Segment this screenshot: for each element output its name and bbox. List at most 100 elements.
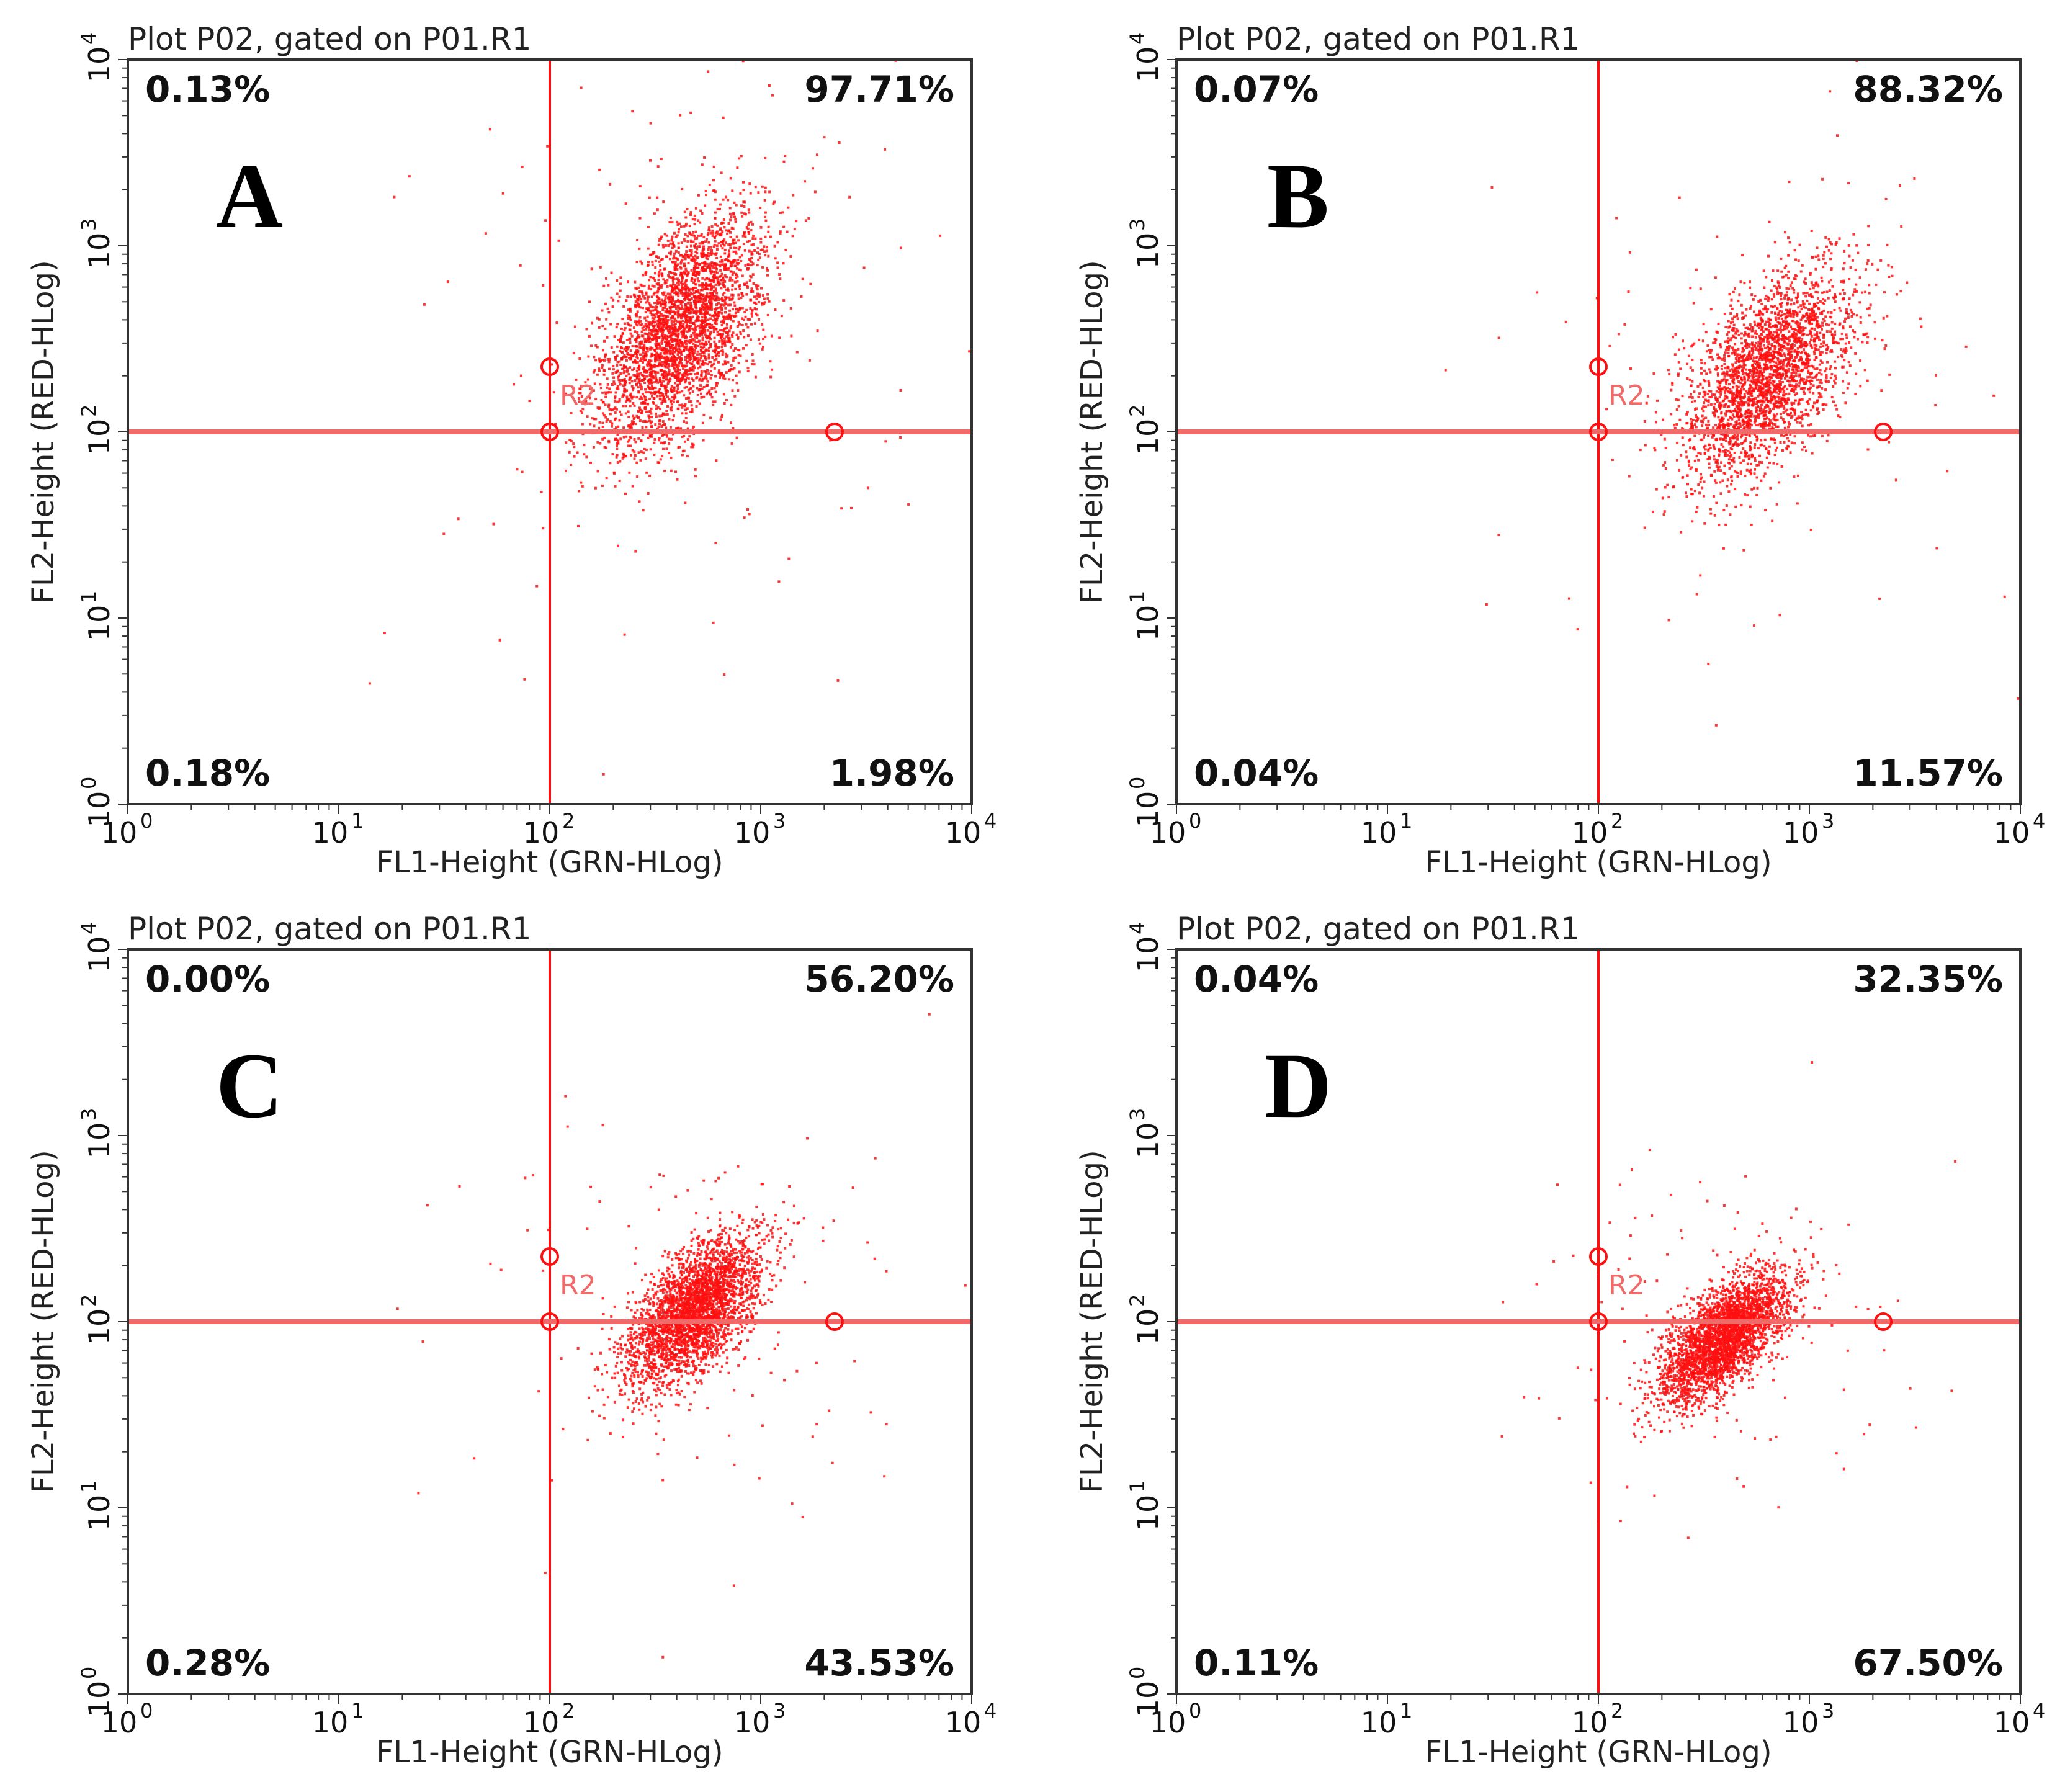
- scatter-point: [721, 353, 724, 356]
- scatter-point: [732, 379, 734, 382]
- scatter-point: [1813, 434, 1816, 437]
- scatter-point: [1741, 311, 1744, 315]
- scatter-point: [1733, 452, 1736, 454]
- scatter-point: [724, 311, 727, 314]
- scatter-point: [1755, 476, 1758, 479]
- scatter-point: [665, 327, 668, 330]
- scatter-point: [684, 303, 687, 307]
- scatter-point: [1776, 413, 1778, 416]
- scatter-point: [717, 296, 720, 299]
- scatter-point: [717, 307, 720, 310]
- scatter-point: [688, 249, 691, 252]
- scatter-point: [733, 315, 736, 318]
- scatter-point: [694, 287, 697, 289]
- scatter-point: [1768, 361, 1772, 364]
- scatter-point: [732, 242, 735, 245]
- scatter-point: [661, 373, 664, 376]
- gate-handle[interactable]: [540, 423, 559, 441]
- scatter-point: [1731, 363, 1734, 366]
- scatter-point: [620, 347, 623, 349]
- scatter-point: [663, 233, 666, 236]
- scatter-point: [656, 208, 659, 212]
- scatter-point: [616, 345, 619, 348]
- scatter-point: [1783, 405, 1785, 408]
- scatter-point: [647, 325, 650, 328]
- scatter-point: [696, 289, 699, 292]
- scatter-point: [1752, 367, 1755, 370]
- scatter-point: [647, 391, 650, 394]
- scatter-point: [680, 307, 683, 310]
- scatter-point: [654, 423, 657, 426]
- scatter-point: [1666, 483, 1669, 486]
- scatter-point: [652, 251, 655, 254]
- scatter-point: [712, 403, 715, 406]
- scatter-point: [683, 386, 686, 389]
- scatter-point: [676, 284, 679, 287]
- scatter-point: [808, 359, 811, 362]
- scatter-point: [1744, 358, 1747, 361]
- scatter-point: [684, 289, 688, 292]
- scatter-point: [648, 359, 651, 362]
- gate-handle[interactable]: [540, 357, 559, 376]
- scatter-point: [599, 360, 602, 362]
- scatter-point: [709, 332, 712, 335]
- scatter-point: [741, 323, 744, 326]
- scatter-point: [645, 351, 648, 354]
- scatter-point: [645, 328, 648, 331]
- scatter-point: [634, 359, 637, 362]
- scatter-point: [709, 267, 712, 270]
- scatter-point: [653, 324, 656, 327]
- scatter-point: [671, 352, 674, 356]
- scatter-point: [1845, 308, 1848, 311]
- scatter-point: [700, 293, 702, 297]
- scatter-point: [1734, 488, 1737, 491]
- scatter-point: [1710, 349, 1713, 352]
- gate-handle[interactable]: [825, 423, 844, 441]
- scatter-point: [1848, 364, 1852, 367]
- scatter-point: [658, 419, 661, 422]
- scatter-point: [732, 271, 735, 274]
- scatter-point: [664, 297, 667, 300]
- scatter-point: [622, 453, 625, 456]
- plot-title: Plot P02, gated on P01.R1: [1176, 21, 1580, 57]
- scatter-point: [1677, 398, 1680, 401]
- scatter-point: [611, 424, 613, 428]
- scatter-point: [685, 326, 688, 329]
- scatter-point: [1745, 390, 1748, 393]
- scatter-point: [658, 377, 661, 380]
- scatter-point: [1691, 428, 1693, 431]
- scatter-point: [637, 391, 640, 394]
- scatter-point: [653, 357, 656, 360]
- scatter-point: [1796, 502, 1799, 505]
- scatter-point: [1832, 336, 1835, 339]
- scatter-point: [1782, 386, 1785, 389]
- scatter-point: [619, 282, 622, 285]
- scatter-point: [1730, 423, 1733, 426]
- scatter-point: [608, 358, 611, 361]
- scatter-point: [653, 277, 656, 280]
- scatter-point: [1773, 404, 1775, 407]
- scatter-point: [729, 243, 732, 246]
- scatter-point: [618, 480, 621, 482]
- scatter-point: [1700, 361, 1703, 364]
- scatter-point: [850, 506, 853, 509]
- scatter-point: [408, 175, 411, 178]
- x-tick-label: 10: [312, 816, 349, 849]
- scatter-point: [555, 321, 558, 325]
- scatter-point: [598, 318, 601, 321]
- scatter-point: [1759, 367, 1762, 370]
- scatter-point: [761, 266, 764, 269]
- scatter-point: [680, 260, 683, 263]
- scatter-point: [1784, 402, 1787, 405]
- scatter-point: [651, 334, 654, 337]
- scatter-point: [727, 315, 730, 318]
- scatter-point: [1731, 370, 1734, 374]
- scatter-point: [673, 244, 676, 248]
- scatter-point: [638, 419, 642, 423]
- scatter-point: [723, 340, 725, 343]
- scatter-point: [1754, 457, 1757, 460]
- scatter-point: [1708, 457, 1711, 460]
- scatter-point: [755, 302, 758, 305]
- scatter-point: [625, 435, 628, 438]
- scatter-point: [616, 354, 619, 357]
